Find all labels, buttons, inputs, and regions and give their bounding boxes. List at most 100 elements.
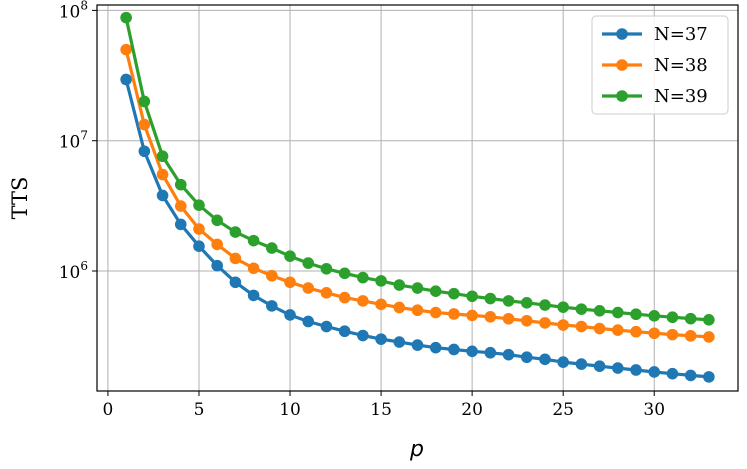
- data-point: [520, 297, 533, 309]
- data-point: [375, 333, 387, 345]
- legend-box: [591, 15, 729, 115]
- data-point: [684, 312, 697, 325]
- data-point: [520, 351, 533, 364]
- y-tick-label: 106: [59, 259, 88, 283]
- y-tick-label: 108: [59, 0, 88, 22]
- data-point: [174, 218, 187, 231]
- legend: N=37 N=38 N=39: [591, 15, 729, 115]
- legend-item: N=39: [602, 86, 708, 107]
- data-point: [666, 328, 679, 341]
- data-point: [266, 300, 278, 312]
- data-point: [302, 282, 315, 294]
- data-point: [357, 329, 369, 342]
- data-point: [120, 43, 132, 56]
- data-point: [193, 199, 205, 211]
- data-point: [593, 322, 606, 335]
- data-point: [612, 362, 624, 374]
- x-tick-label: 10: [279, 400, 301, 420]
- series-n-37: [120, 73, 715, 383]
- data-point: [429, 341, 442, 354]
- data-point: [429, 306, 442, 319]
- data-point: [411, 282, 424, 294]
- data-point: [193, 240, 205, 253]
- data-point: [557, 356, 569, 368]
- data-point: [411, 304, 424, 317]
- data-point: [138, 145, 151, 158]
- data-point: [466, 290, 478, 303]
- data-point: [520, 314, 533, 327]
- data-point: [648, 366, 661, 378]
- data-point: [666, 367, 679, 380]
- data-point: [684, 369, 697, 382]
- data-point: [393, 301, 406, 314]
- data-point: [393, 336, 406, 348]
- data-point: [229, 276, 242, 289]
- axis-ticks: 0 5 10 15 20 25 30 106 107 108: [59, 0, 665, 420]
- x-tick-label: 25: [552, 400, 574, 420]
- data-point: [211, 259, 223, 272]
- y-tick-label: 107: [59, 129, 88, 153]
- data-point: [375, 275, 387, 287]
- data-point: [357, 295, 369, 307]
- data-point: [429, 285, 442, 297]
- data-point: [630, 364, 642, 376]
- data-point: [357, 271, 369, 284]
- y-axis-label: TTS: [8, 177, 32, 220]
- data-point: [156, 150, 169, 163]
- plot-frame: [96, 4, 739, 392]
- data-point: [375, 298, 387, 311]
- legend-label: N=38: [654, 55, 708, 76]
- data-point: [557, 319, 569, 331]
- data-point: [575, 320, 588, 333]
- data-point: [247, 234, 260, 247]
- x-tick-label: 15: [370, 400, 392, 420]
- data-point: [502, 312, 515, 325]
- data-point: [338, 291, 351, 304]
- data-point: [684, 330, 697, 342]
- data-point: [539, 353, 551, 366]
- data-point: [174, 178, 187, 191]
- legend-label: N=39: [654, 86, 708, 107]
- data-point: [484, 292, 497, 305]
- data-point: [156, 189, 169, 202]
- x-tick-label: 30: [643, 400, 665, 420]
- data-point: [138, 118, 151, 131]
- data-point: [539, 317, 551, 329]
- data-point: [338, 325, 351, 338]
- data-point: [302, 315, 315, 328]
- data-point: [411, 339, 424, 351]
- data-point: [593, 360, 606, 372]
- data-point: [338, 267, 351, 280]
- data-point: [484, 346, 497, 359]
- data-point: [393, 279, 406, 291]
- x-axis-label: p: [409, 437, 424, 462]
- data-point: [266, 269, 278, 282]
- legend-marker: [616, 59, 628, 71]
- data-point: [448, 343, 460, 356]
- data-point: [630, 308, 642, 321]
- data-point: [575, 358, 588, 370]
- data-point: [703, 314, 715, 326]
- data-point: [120, 11, 132, 24]
- data-point: [612, 324, 624, 336]
- data-point: [648, 310, 661, 322]
- data-point: [466, 345, 478, 358]
- data-point: [229, 252, 242, 265]
- data-point: [211, 238, 223, 251]
- data-point: [156, 168, 169, 181]
- data-point: [484, 311, 497, 323]
- data-point: [174, 200, 187, 212]
- data-point: [448, 308, 460, 320]
- data-point: [284, 309, 296, 321]
- data-point: [557, 301, 569, 313]
- data-point: [612, 306, 624, 319]
- legend-marker: [616, 90, 628, 102]
- data-point: [284, 276, 296, 289]
- data-point: [466, 309, 478, 322]
- legend-item: N=37: [602, 24, 708, 45]
- legend-marker: [616, 28, 628, 40]
- x-tick-label: 20: [461, 400, 483, 420]
- data-point: [703, 371, 715, 383]
- data-point: [575, 303, 588, 315]
- data-point: [539, 299, 551, 311]
